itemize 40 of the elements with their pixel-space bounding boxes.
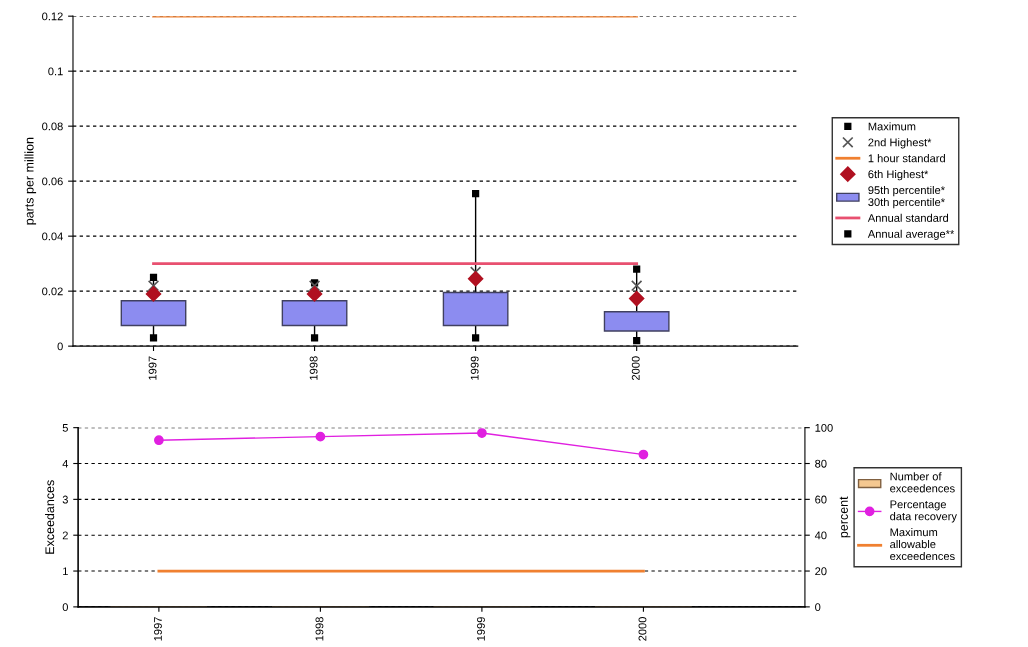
y-axis-title: Exceedances (45, 480, 55, 554)
y2-axis-title: percent (839, 496, 851, 538)
legend-label: 1 hour standard (868, 154, 945, 163)
legend-label: Maximum allowable exceedences (890, 528, 955, 561)
y2-tick-label: 80 (815, 459, 827, 468)
legend-label: Percentage data recovery (890, 500, 957, 523)
y-tick-label: 0.02 (42, 287, 63, 296)
legend-label: Annual average** (867, 229, 955, 241)
y-axis-title: parts per million (24, 137, 37, 225)
legend-label: Annual standard (867, 213, 949, 222)
x-tick-label: 2000 (631, 356, 640, 381)
y2-tick-label: 20 (815, 567, 827, 576)
legend-label: 2nd Highest* (868, 138, 932, 149)
y-tick-label: 2 (62, 531, 68, 540)
legend-label: 6th Highest* (868, 170, 929, 181)
y-tick-label: 1 (63, 567, 68, 576)
y-tick-label: 0 (57, 342, 63, 351)
legend-label: Number of exceedences (890, 472, 955, 493)
x-tick-label: 1997 (148, 356, 157, 380)
y-tick-label: 4 (62, 459, 69, 468)
y-tick-label: 0.04 (42, 232, 63, 241)
x-tick-label: 2000 (638, 617, 647, 641)
y-tick-label: 0 (62, 603, 68, 612)
y-tick-label: 0.08 (42, 122, 63, 131)
y-tick-label: 0.12 (42, 12, 63, 21)
legend-label: 95th percentile* 30th percentile* (868, 185, 945, 209)
x-tick-label: 1999 (477, 617, 485, 641)
x-tick-label: 1999 (470, 356, 479, 380)
x-tick-label: 1998 (309, 356, 318, 380)
y2-tick-label: 0 (815, 603, 821, 612)
legend-label: Maximum (868, 122, 916, 131)
y-tick-label: 0.06 (42, 177, 63, 186)
x-tick-label: 1998 (315, 617, 324, 641)
x-tick-label: 1997 (154, 617, 162, 641)
y-tick-label: 3 (62, 495, 68, 504)
y-tick-label: 0.1 (48, 67, 63, 76)
y2-tick-label: 40 (814, 531, 827, 540)
y2-tick-label: 60 (815, 495, 827, 504)
y-tick-label: 5 (62, 424, 68, 432)
y2-tick-label: 100 (815, 423, 833, 432)
